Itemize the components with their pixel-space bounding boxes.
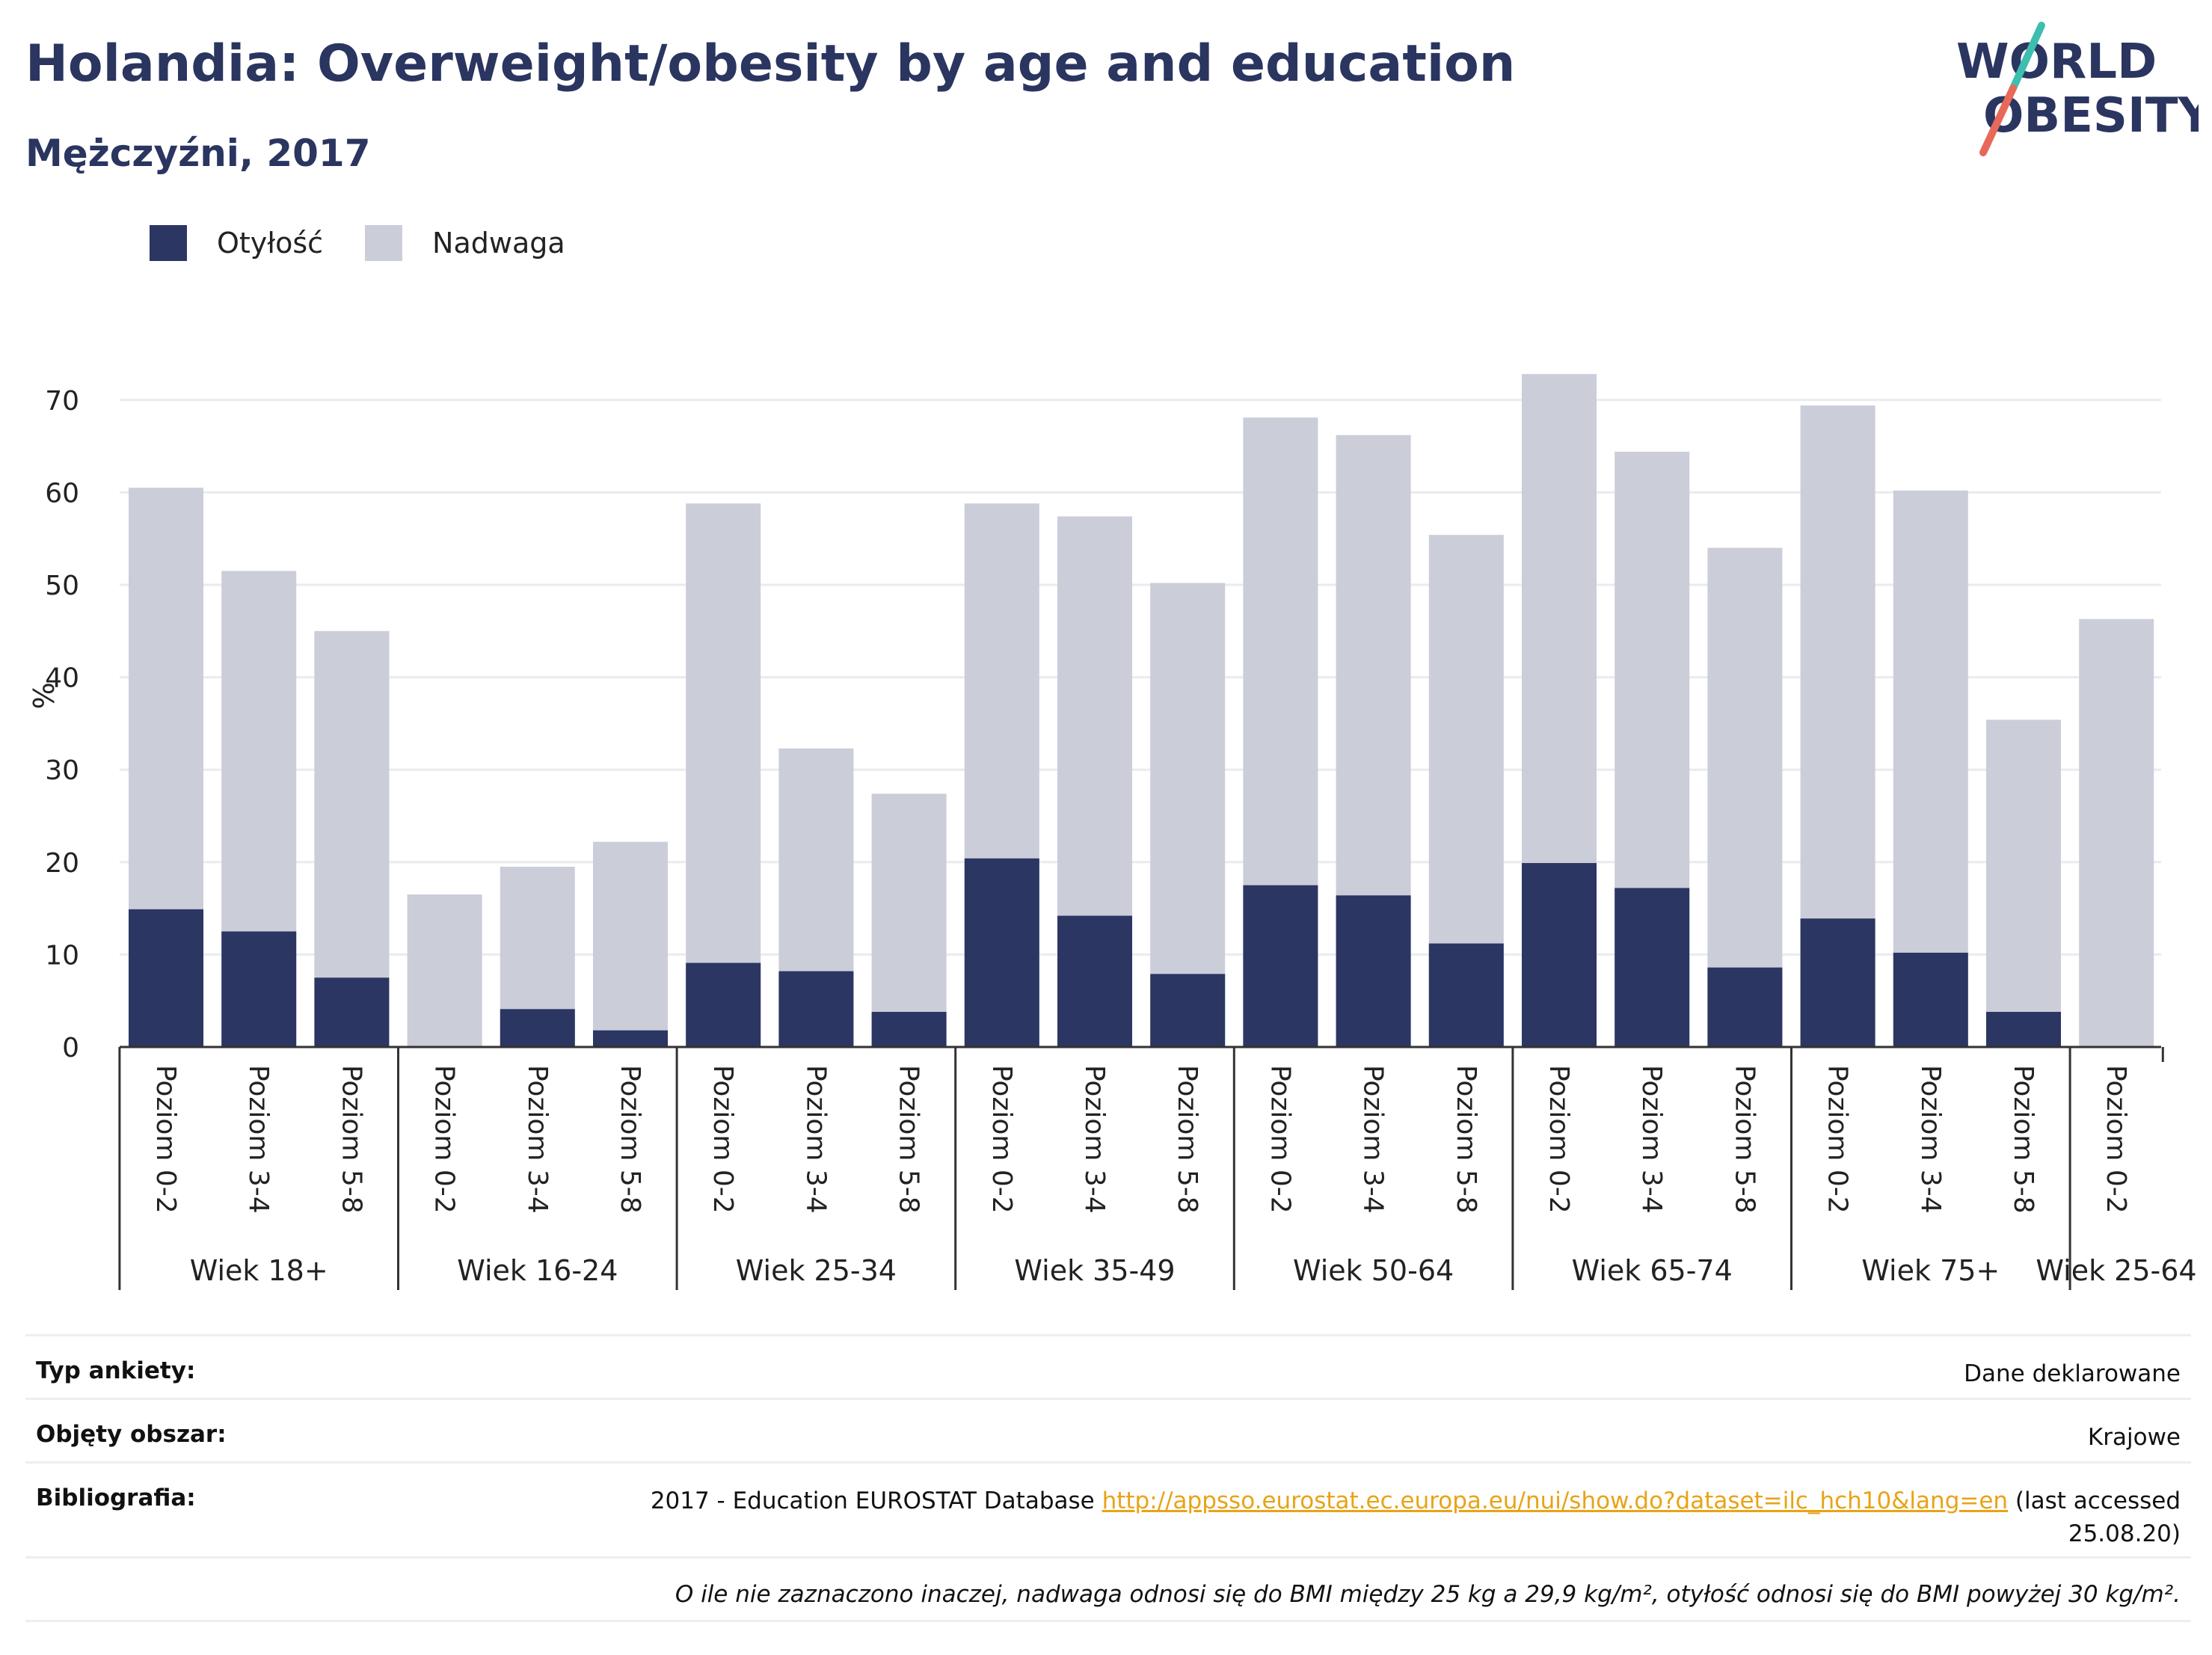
- legend-swatch-overweight: [365, 225, 403, 261]
- meta-bottom-border: [25, 1620, 2191, 1622]
- svg-text:WORLD: WORLD: [1956, 34, 2157, 90]
- y-tick-label: 50: [45, 571, 79, 601]
- bar-chart: 0 10 20 30 40 50 60 70% Poziom 0-2 Poziom 3-4 Pozi…: [28, 374, 2197, 1290]
- x-tick-label: Poziom 5-8: [1451, 1065, 1481, 1214]
- bibliography-link[interactable]: http://appsso.eurostat.ec.europa.eu/nui/…: [1102, 1487, 2009, 1514]
- bar-obesity: [1707, 967, 1783, 1047]
- bar-overweight: [1707, 547, 1783, 1047]
- x-tick-label: Poziom 3-4: [522, 1065, 553, 1214]
- group-label: Wiek 75+: [1861, 1254, 2000, 1287]
- legend-item-obesity[interactable]: Otyłość: [150, 225, 323, 261]
- x-tick-label: Poziom 0-2: [2101, 1065, 2131, 1214]
- area-value: Krajowe: [2087, 1424, 2181, 1451]
- bibliography-accessed: (last accessed: [2015, 1487, 2181, 1514]
- y-tick-label: 30: [45, 755, 79, 786]
- x-tick-label: Poziom 5-8: [1729, 1065, 1760, 1214]
- x-tick-label: Poziom 0-2: [986, 1065, 1017, 1214]
- bar-obesity: [1522, 863, 1597, 1047]
- survey-type-label: Typ ankiety:: [36, 1357, 196, 1384]
- definition-note: O ile nie zaznaczono inaczej, nadwaga od…: [25, 1556, 2191, 1620]
- y-axis-label: %: [28, 682, 61, 709]
- group-label: Wiek 25-64: [2036, 1254, 2196, 1287]
- x-tick-label: Poziom 5-8: [2008, 1065, 2039, 1214]
- page-subtitle: Mężczyźni, 2017: [25, 132, 371, 175]
- group-label: Wiek 50-64: [1293, 1254, 1454, 1287]
- bibliography-value: 2017 - Education EUROSTAT Database http:…: [651, 1464, 2191, 1550]
- bar-overweight: [407, 894, 482, 1047]
- bar-overweight: [593, 841, 668, 1047]
- bar-obesity: [1893, 952, 1968, 1047]
- bar-obesity: [778, 971, 854, 1047]
- group-label: Wiek 35-49: [1014, 1254, 1175, 1287]
- world-obesity-logo: WORLD OBESITY: [1956, 22, 2199, 156]
- bar-obesity: [1057, 915, 1132, 1047]
- x-tick-label: Poziom 3-4: [1079, 1065, 1110, 1214]
- bar-obesity: [871, 1012, 947, 1047]
- x-tick-label: Poziom 3-4: [800, 1065, 831, 1214]
- chart-legend: Otyłość Nadwaga: [150, 223, 607, 263]
- y-tick-label: 0: [62, 1033, 79, 1063]
- x-tick-label: Poziom 5-8: [336, 1065, 366, 1214]
- group-label: Wiek 65-74: [1572, 1254, 1733, 1287]
- x-tick-label: Poziom 5-8: [1172, 1065, 1202, 1214]
- x-tick-label: Poziom 0-2: [1265, 1065, 1295, 1214]
- y-tick-label: 70: [45, 386, 79, 417]
- group-label: Wiek 25-34: [736, 1254, 897, 1287]
- legend-label-overweight: Nadwaga: [432, 227, 565, 260]
- bar-obesity: [221, 931, 297, 1047]
- page-title: Holandia: Overweight/obesity by age and …: [25, 34, 1516, 93]
- bar-overweight: [1150, 583, 1226, 1047]
- x-tick-label: Poziom 5-8: [615, 1065, 645, 1214]
- meta-row-survey: Typ ankiety: Dane deklarowane: [25, 1334, 2191, 1398]
- x-tick-label: Poziom 3-4: [1915, 1065, 1946, 1214]
- survey-type-value: Dane deklarowane: [1964, 1360, 2181, 1387]
- x-tick-label: Poziom 0-2: [1822, 1065, 1853, 1214]
- x-tick-label: Poziom 0-2: [429, 1065, 460, 1214]
- bar-obesity: [686, 962, 761, 1047]
- legend-swatch-obesity: [150, 225, 187, 261]
- y-tick-label: 20: [45, 848, 79, 879]
- bar-obesity: [1428, 943, 1504, 1047]
- legend-label-obesity: Otyłość: [217, 227, 324, 260]
- area-label: Objęty obszar:: [36, 1421, 227, 1448]
- y-tick-label: 10: [45, 940, 79, 971]
- bar-obesity: [1243, 885, 1318, 1047]
- bar-obesity: [964, 858, 1039, 1047]
- bar-overweight: [871, 793, 947, 1047]
- bibliography-label: Bibliografia:: [36, 1484, 196, 1511]
- x-tick-label: Poziom 3-4: [1358, 1065, 1389, 1214]
- bar-obesity: [129, 909, 203, 1047]
- bibliography-date: 25.08.20): [2068, 1520, 2181, 1547]
- meta-row-bibliography: Bibliografia: 2017 - Education EUROSTAT …: [25, 1461, 2191, 1556]
- bar-overweight: [2079, 618, 2154, 1047]
- bar-overweight: [1986, 719, 2061, 1047]
- metadata-table: Typ ankiety: Dane deklarowane Objęty obs…: [25, 1334, 2191, 1622]
- x-tick-label: Poziom 0-2: [1543, 1065, 1574, 1214]
- bar-obesity: [1150, 974, 1226, 1047]
- bar-obesity: [1615, 888, 1690, 1047]
- y-tick-label: 40: [45, 663, 79, 694]
- bibliography-source: 2017 - Education EUROSTAT Database: [650, 1487, 1095, 1514]
- bar-obesity: [314, 977, 390, 1047]
- svg-text:OBESITY: OBESITY: [1983, 88, 2199, 144]
- bar-obesity: [1800, 918, 1875, 1047]
- x-tick-label: Poziom 3-4: [1636, 1065, 1667, 1214]
- legend-item-overweight[interactable]: Nadwaga: [365, 225, 565, 261]
- group-label: Wiek 18+: [190, 1254, 328, 1287]
- meta-row-area: Objęty obszar: Krajowe: [25, 1398, 2191, 1461]
- x-tick-label: Poziom 5-8: [894, 1065, 924, 1214]
- bar-obesity: [1986, 1012, 2061, 1047]
- bar-obesity: [1336, 895, 1411, 1047]
- x-tick-label: Poziom 3-4: [243, 1065, 274, 1214]
- x-tick-label: Poziom 0-2: [707, 1065, 738, 1214]
- y-tick-label: 60: [45, 478, 79, 509]
- group-label: Wiek 16-24: [457, 1254, 618, 1287]
- x-tick-label: Poziom 0-2: [150, 1065, 181, 1214]
- bar-overweight: [686, 503, 761, 1047]
- bar-obesity: [593, 1030, 668, 1047]
- bar-obesity: [500, 1009, 575, 1047]
